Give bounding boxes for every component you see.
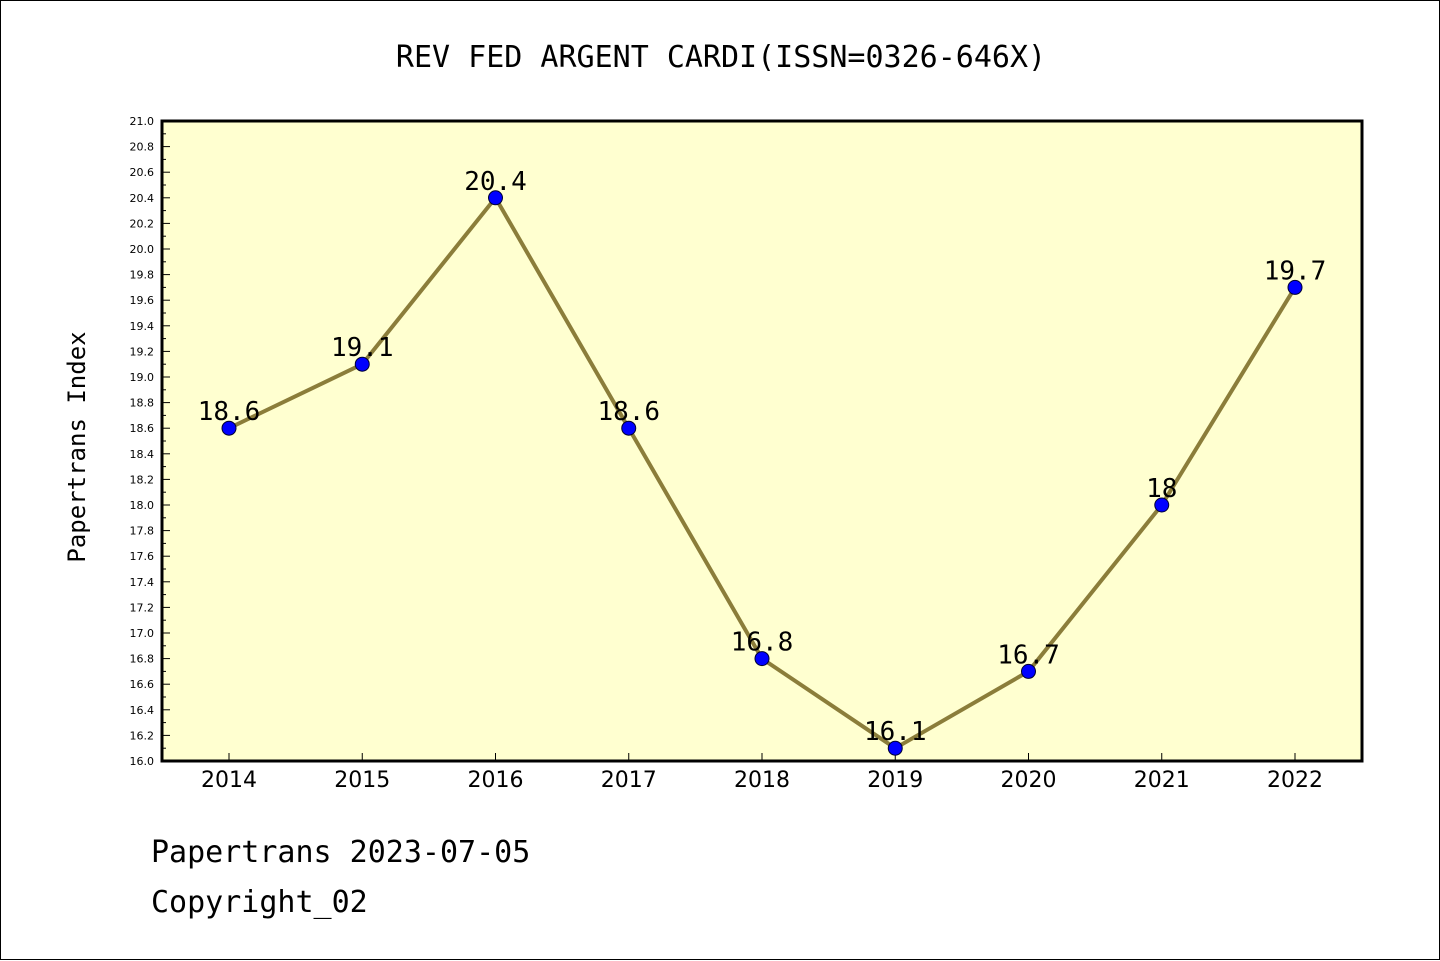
y-tick-label: 18.8 <box>130 397 155 410</box>
y-tick-label: 16.4 <box>130 704 155 717</box>
data-points <box>221 190 1303 756</box>
x-tick-label: 2019 <box>867 768 923 793</box>
data-point <box>488 190 503 206</box>
data-point <box>1154 497 1170 513</box>
y-axis-ticks: 16.0 16.2 16.4 16.6 16.8 17.0 17.2 17.4 17.6 17.8… <box>130 115 170 768</box>
data-label: 18.6 <box>198 397 261 427</box>
y-tick-label: 19.4 <box>130 320 155 333</box>
data-point <box>1287 279 1303 295</box>
x-tick-label: 2017 <box>601 768 657 793</box>
y-tick-label: 16.0 <box>130 755 155 768</box>
data-point <box>354 356 370 372</box>
y-tick-label: 17.6 <box>130 550 155 563</box>
y-tick-label: 18.4 <box>130 448 155 461</box>
x-tick-label: 2021 <box>1134 768 1190 793</box>
x-tick-label: 2015 <box>334 768 390 793</box>
data-labels: 18.6 19.1 20.4 18.6 16.8 16.1 16.7 18 19.7 <box>198 167 1327 747</box>
data-label: 19.7 <box>1264 256 1327 286</box>
y-tick-label: 17.4 <box>130 576 155 589</box>
y-tick-label: 21.0 <box>130 115 155 128</box>
y-tick-label: 17.2 <box>130 601 155 614</box>
data-label: 18.6 <box>597 397 660 427</box>
footer-copyright: Copyright_02 <box>151 885 368 920</box>
data-label: 18 <box>1146 474 1177 504</box>
x-tick-label: 2018 <box>734 768 790 793</box>
y-tick-label: 18.0 <box>130 499 155 512</box>
y-tick-label: 18.2 <box>130 473 155 486</box>
data-label: 19.1 <box>331 333 394 363</box>
y-tick-label: 20.2 <box>130 217 155 230</box>
y-tick-label: 20.0 <box>130 243 155 256</box>
x-tick-label: 2016 <box>468 768 524 793</box>
data-label: 16.7 <box>997 640 1060 670</box>
data-label: 16.8 <box>731 628 794 658</box>
y-tick-label: 16.8 <box>130 653 155 666</box>
data-label: 16.1 <box>864 717 927 747</box>
y-tick-label: 20.8 <box>130 141 155 154</box>
chart-title: REV FED ARGENT CARDI(ISSN=0326-646X) <box>396 40 1046 75</box>
footer-date: Papertrans 2023-07-05 <box>151 835 531 870</box>
data-point <box>621 420 637 436</box>
y-tick-label: 19.0 <box>130 371 155 384</box>
y-tick-label: 16.6 <box>130 678 155 691</box>
y-tick-label: 16.2 <box>130 729 155 742</box>
data-label: 20.4 <box>464 167 527 197</box>
y-tick-label: 17.8 <box>130 525 155 538</box>
x-tick-label: 2022 <box>1267 768 1323 793</box>
y-tick-label: 19.2 <box>130 345 155 358</box>
data-point <box>221 420 237 436</box>
x-tick-label: 2020 <box>1001 768 1057 793</box>
y-tick-label: 19.6 <box>130 294 155 307</box>
x-tick-label: 2014 <box>201 768 257 793</box>
y-tick-label: 18.6 <box>130 422 155 435</box>
data-point <box>754 651 770 667</box>
y-axis-label: Papertrans Index <box>63 331 91 562</box>
y-tick-label: 17.0 <box>130 627 155 640</box>
x-axis-ticks: 2014 2015 2016 2017 2018 2019 2020 2021 2022 <box>201 753 1323 793</box>
y-tick-label: 19.8 <box>130 269 155 282</box>
y-tick-label: 20.4 <box>130 192 155 205</box>
data-point <box>887 740 903 756</box>
y-tick-label: 20.6 <box>130 166 155 179</box>
data-point <box>1021 663 1036 679</box>
